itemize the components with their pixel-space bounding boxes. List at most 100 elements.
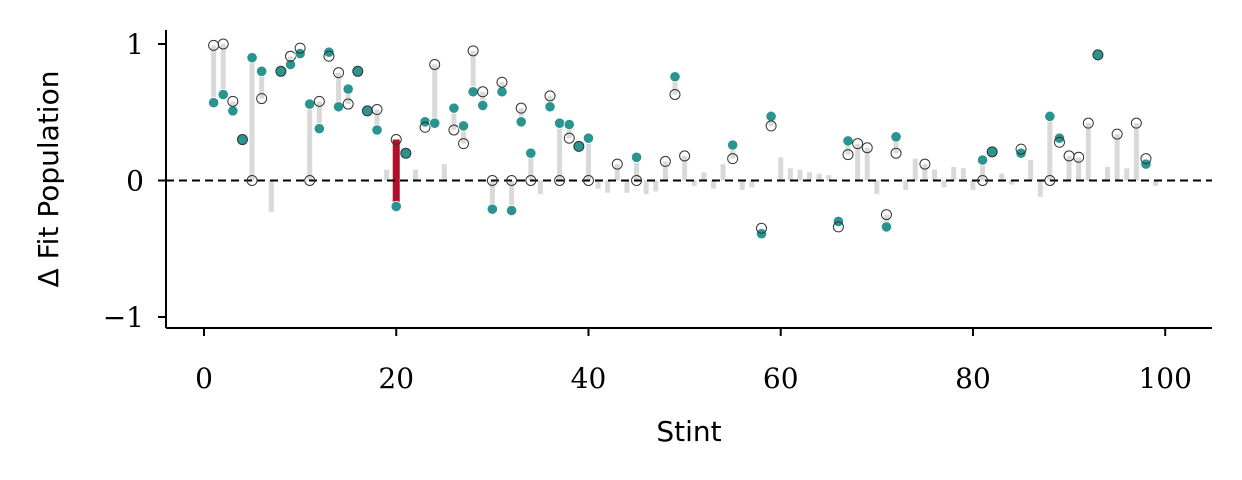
filled-point: [727, 139, 739, 151]
open-point: [727, 153, 739, 165]
open-point: [313, 95, 325, 107]
open-point: [515, 102, 527, 114]
open-point: [236, 134, 248, 146]
filled-point: [880, 221, 893, 233]
open-point: [1092, 49, 1104, 61]
open-point: [832, 221, 844, 233]
filled-point: [765, 110, 777, 122]
filled-point: [457, 120, 470, 132]
open-point: [861, 142, 873, 154]
points-layer: [208, 38, 1152, 240]
open-point: [458, 138, 470, 150]
open-point: [486, 175, 498, 186]
filled-point: [217, 88, 229, 101]
open-point: [275, 65, 287, 77]
filled-point: [208, 97, 220, 109]
open-point: [765, 120, 777, 132]
open-point: [429, 58, 441, 70]
open-point: [1082, 117, 1094, 129]
filled-point: [525, 147, 537, 159]
x-tick-label: 80: [955, 362, 991, 395]
open-point: [467, 45, 479, 57]
open-point: [390, 134, 402, 146]
open-point: [496, 76, 508, 88]
open-point: [400, 147, 412, 159]
filled-point: [1015, 147, 1027, 159]
x-tick-label: 0: [195, 362, 213, 395]
filled-point: [1053, 132, 1066, 144]
open-point: [323, 50, 335, 62]
open-point: [852, 138, 864, 150]
filled-point: [227, 105, 239, 117]
x-axis-label: Stint: [656, 415, 721, 448]
open-point: [573, 140, 585, 152]
open-point: [544, 90, 556, 102]
open-point: [333, 67, 345, 79]
filled-point: [304, 98, 316, 110]
open-point: [554, 175, 566, 186]
filled-point: [477, 99, 489, 112]
y-axis-label: Δ Fit Population: [32, 71, 65, 288]
filled-point: [496, 86, 508, 98]
filled-point: [390, 200, 402, 213]
open-point: [352, 65, 364, 77]
open-point: [477, 86, 489, 98]
filled-point: [842, 135, 854, 147]
open-point: [1130, 117, 1142, 129]
x-tick-label: 20: [378, 362, 414, 395]
open-point: [304, 175, 316, 186]
open-point: [986, 146, 998, 158]
open-point: [217, 38, 229, 50]
filled-point: [554, 117, 566, 129]
open-point: [659, 155, 671, 167]
filled-point: [890, 131, 902, 143]
filled-point: [544, 101, 556, 113]
open-point: [342, 98, 354, 110]
filled-point: [342, 83, 354, 95]
open-point: [448, 124, 460, 136]
filled-point: [669, 71, 681, 83]
open-point: [890, 147, 902, 159]
y-tick-label: 1: [126, 28, 144, 61]
y-ticks: 1 0 −1: [103, 28, 166, 334]
open-point: [246, 175, 258, 186]
open-point: [227, 95, 239, 107]
x-tick-label: 100: [1138, 362, 1191, 395]
filled-point: [976, 154, 989, 166]
filled-point: [630, 151, 643, 163]
open-point: [611, 158, 623, 170]
open-point: [1140, 153, 1152, 165]
open-point: [1053, 136, 1065, 148]
open-point: [419, 121, 431, 133]
open-point: [755, 222, 767, 234]
open-point: [842, 149, 854, 161]
y-tick-label: −1: [103, 301, 144, 334]
open-point: [919, 158, 931, 170]
x-ticks: 0 20 40 60 80 100: [195, 328, 1192, 395]
filled-point: [429, 117, 441, 129]
filled-point: [256, 65, 268, 77]
open-point: [880, 209, 892, 221]
filled-point: [467, 86, 479, 98]
open-point: [582, 175, 594, 186]
open-point: [294, 42, 306, 54]
filled-point: [1044, 110, 1056, 122]
filled-point: [284, 58, 297, 71]
y-tick-label: 0: [126, 165, 144, 198]
open-point: [563, 132, 575, 144]
open-point: [631, 175, 643, 186]
filled-point: [505, 204, 518, 217]
open-point: [1111, 128, 1123, 140]
open-point: [256, 93, 268, 105]
filled-point: [486, 203, 498, 215]
filled-point: [515, 116, 527, 128]
filled-point: [323, 46, 335, 58]
filled-point: [563, 118, 575, 131]
open-point: [371, 104, 383, 116]
filled-point: [332, 101, 345, 113]
axes: 0 20 40 60 80 100 1 0 −1: [103, 28, 1212, 395]
filled-point: [371, 124, 383, 136]
filled-point: [246, 52, 258, 64]
open-point: [1073, 151, 1085, 163]
